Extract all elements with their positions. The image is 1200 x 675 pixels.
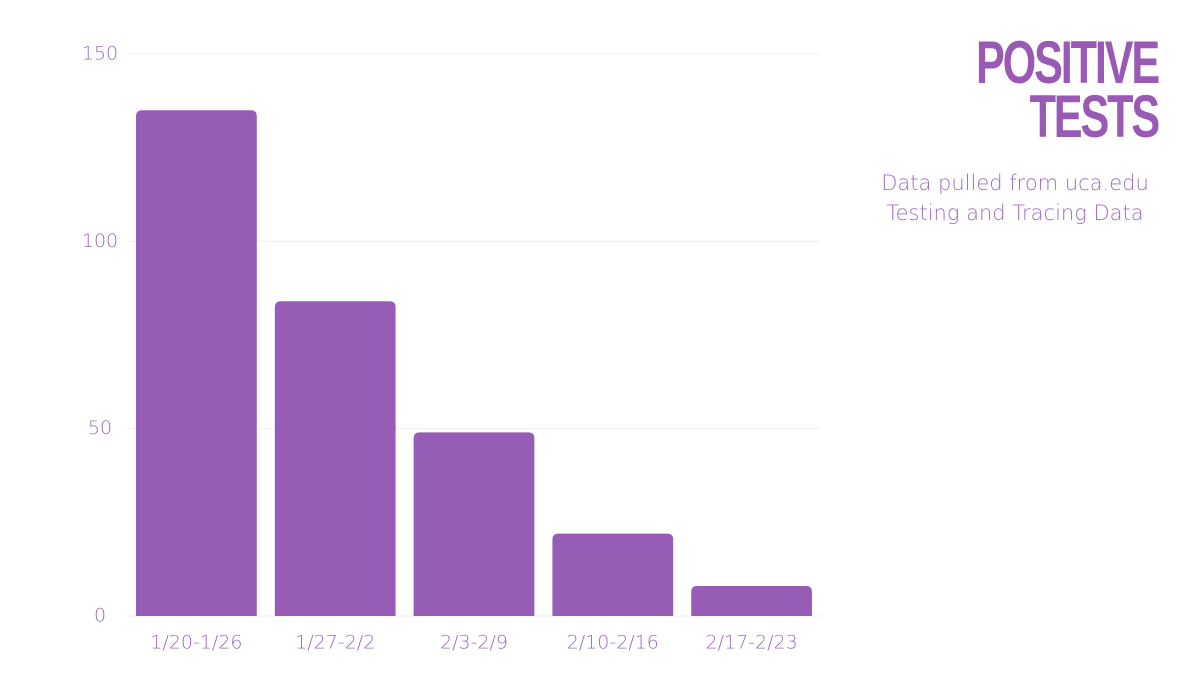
y-tick-label: 0 [94, 605, 106, 627]
bar [552, 533, 674, 616]
x-tick-label: 1/20-1/26 [150, 632, 242, 654]
x-tick-label: 2/3-2/9 [440, 632, 508, 654]
y-tick-label: 50 [88, 417, 112, 439]
bar [274, 301, 396, 616]
chart-title: POSITIVE TESTS [976, 29, 1160, 150]
x-tick-label: 2/17-2/23 [705, 632, 797, 654]
y-tick-label: 150 [82, 43, 118, 65]
x-tick-label: 2/10-2/16 [567, 632, 659, 654]
bar [691, 586, 812, 616]
bar [136, 110, 257, 616]
y-tick-label: 100 [82, 230, 118, 252]
bar [413, 432, 535, 616]
chart-subtitle: Data pulled from uca.edu Testing and Tra… [881, 171, 1149, 225]
x-tick-label: 1/27-2/2 [295, 632, 375, 654]
